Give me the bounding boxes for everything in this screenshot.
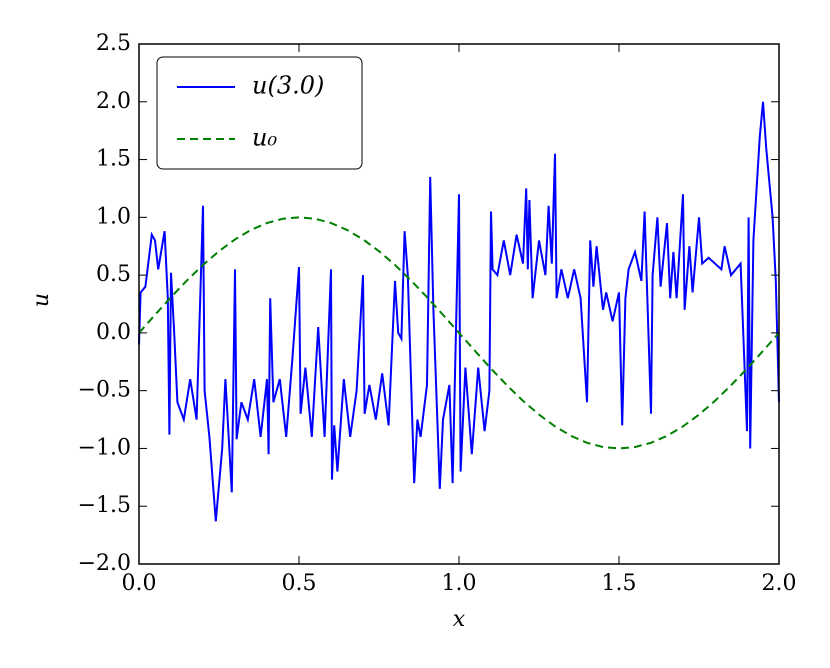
y-axis-label: u: [29, 293, 54, 307]
y-tick-label: −2.0: [78, 551, 131, 576]
y-tick-label: −1.5: [78, 493, 131, 518]
y-tick-label: −0.5: [78, 378, 131, 403]
x-tick-label: 0.0: [122, 571, 157, 596]
data-line: [138, 216, 780, 450]
plot-frame: [138, 43, 780, 565]
x-axis-label: x: [453, 607, 466, 632]
y-tick-label: 0.0: [96, 320, 131, 345]
x-tick-label: 0.5: [282, 571, 317, 596]
x-tick-label: 2.0: [762, 571, 797, 596]
legend-label: u(3.0): [252, 72, 324, 100]
legend-box: [156, 56, 363, 170]
y-tick-label: 1.5: [96, 147, 131, 172]
legend-label: u₀: [252, 124, 277, 152]
y-tick-label: 2.5: [96, 31, 131, 56]
x-tick-label: 1.5: [602, 571, 637, 596]
y-tick-label: −1.0: [78, 435, 131, 460]
y-tick-label: 2.0: [96, 89, 131, 114]
y-tick-label: 0.5: [96, 262, 131, 287]
x-tick-label: 1.0: [442, 571, 477, 596]
data-line: [138, 101, 780, 522]
y-tick-label: 1.0: [96, 204, 131, 229]
